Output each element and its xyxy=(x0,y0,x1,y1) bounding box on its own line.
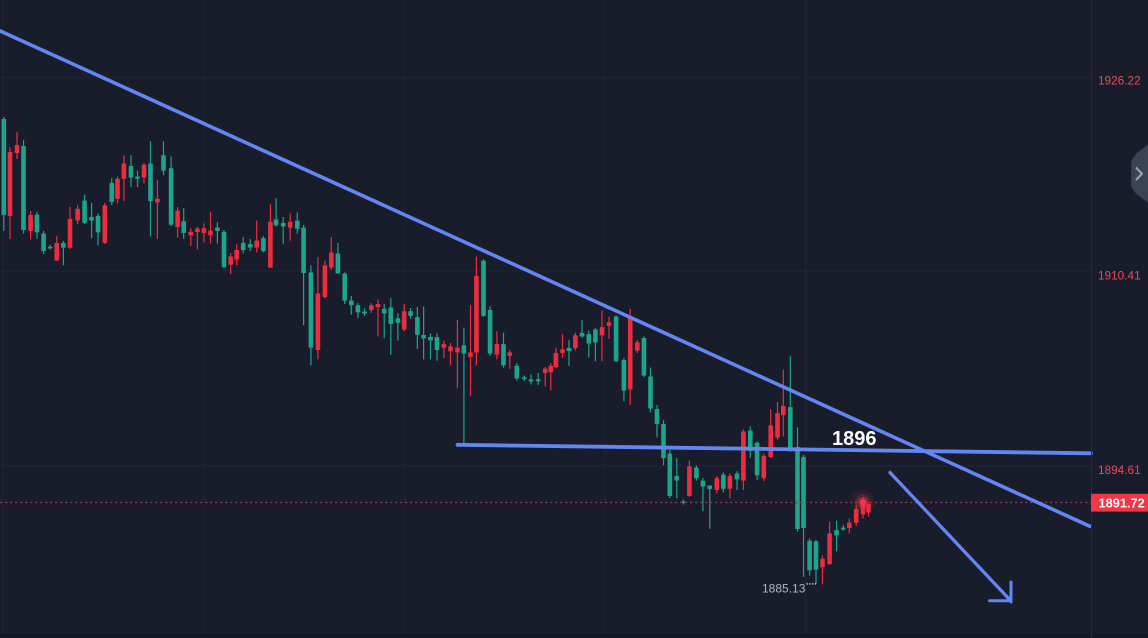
svg-text:1894.61: 1894.61 xyxy=(1098,463,1141,477)
svg-text:1891.72: 1891.72 xyxy=(1099,495,1145,510)
svg-text:1926.22: 1926.22 xyxy=(1098,74,1141,88)
svg-text:1910.41: 1910.41 xyxy=(1098,268,1141,282)
svg-text:1885.13: 1885.13 xyxy=(762,582,806,596)
svg-text:1896: 1896 xyxy=(832,428,877,450)
